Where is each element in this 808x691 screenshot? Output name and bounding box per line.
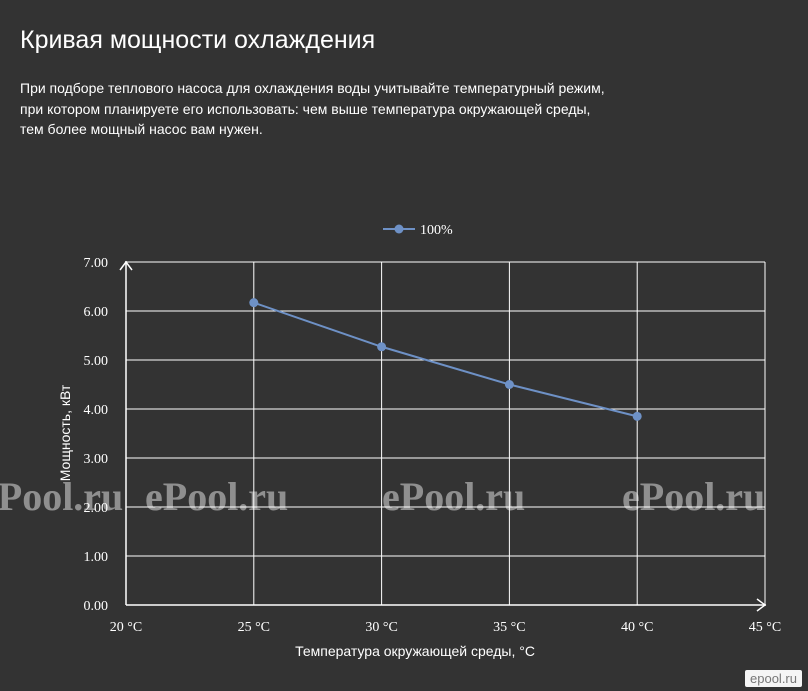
y-tick-label: 7.00 — [84, 256, 109, 271]
x-tick-label: 40 °C — [621, 620, 653, 635]
watermark-text: ePool.ru — [622, 474, 765, 519]
y-tick-label: 5.00 — [84, 354, 109, 369]
grid — [126, 261, 766, 605]
series-line — [253, 301, 638, 418]
description-line: тем более мощный насос вам нужен. — [20, 121, 263, 137]
watermark-text: ePool.ru — [382, 474, 525, 519]
y-tick-label: 4.00 — [84, 403, 109, 418]
legend: 100% — [383, 223, 453, 238]
watermark-text: ePool.ru — [0, 474, 123, 519]
y-tick-label: 0.00 — [84, 599, 109, 614]
x-tick-label: 45 °C — [749, 620, 781, 635]
y-tick-label: 6.00 — [84, 305, 109, 320]
data-point — [249, 298, 259, 308]
watermark-text: ePool.ru — [145, 474, 288, 519]
data-point — [377, 342, 387, 352]
x-axis-arrow — [756, 598, 767, 612]
tick-labels: 0.00 1.00 2.00 3.00 4.00 5.00 6.00 7.00 20 °C 25 … — [84, 256, 782, 635]
y-tick-label: 3.00 — [84, 452, 109, 467]
x-tick-label: 25 °C — [238, 620, 270, 635]
data-point — [504, 380, 514, 389]
description-line: при котором планируете его использовать:… — [20, 100, 591, 117]
page-description: При подборе теплового насоса для охлажде… — [20, 78, 760, 140]
x-tick-label: 30 °C — [365, 620, 397, 635]
y-axis-arrow — [119, 260, 133, 271]
x-axis-label: Температура окружающей среды, °C — [295, 643, 535, 659]
legend-label: 100% — [420, 223, 453, 238]
x-tick-label: 35 °C — [493, 620, 525, 635]
legend-marker — [394, 224, 404, 234]
data-point — [632, 411, 642, 421]
watermarks: ePool.ru ePool.ru ePool.ru ePool.ru — [0, 474, 765, 519]
x-tick-label: 20 °C — [110, 620, 142, 635]
axes — [119, 260, 767, 612]
series — [249, 298, 642, 421]
y-tick-label: 2.00 — [84, 501, 109, 516]
description-line: При подборе теплового насоса для охлажде… — [20, 80, 605, 96]
y-axis-label: Мощность, кВт — [57, 384, 73, 481]
page-title: Кривая мощности охлаждения — [20, 26, 376, 54]
y-tick-label: 1.00 — [84, 550, 109, 565]
brand-logo: epool.ru — [745, 670, 802, 687]
